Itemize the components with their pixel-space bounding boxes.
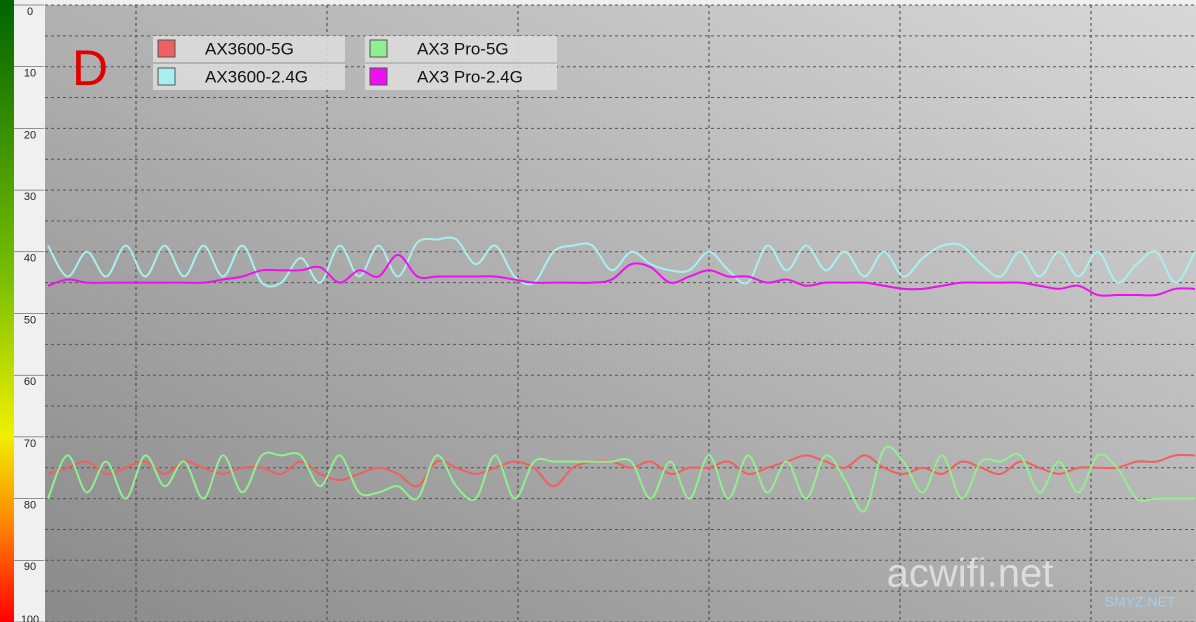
y-tick-label: 80: [24, 500, 36, 512]
legend-label: AX3600-2.4G: [205, 67, 308, 86]
series-line: [47, 453, 1196, 488]
y-tick-label: 60: [24, 376, 36, 388]
y-tick-label: 100: [21, 614, 39, 622]
y-tick-label: 0: [27, 6, 33, 18]
legend-bg: [153, 36, 345, 62]
legend-label: AX3600-5G: [205, 39, 294, 58]
legend-swatch: [369, 67, 388, 86]
legend-swatch: [369, 39, 388, 58]
y-tick-label: 30: [24, 191, 36, 203]
y-tick-label: 90: [24, 561, 36, 573]
series-line: [47, 253, 1196, 297]
legend-bg: [365, 64, 557, 90]
legend-swatch: [157, 67, 176, 86]
series-line: [47, 445, 1195, 513]
y-tick-label: 50: [24, 314, 36, 326]
legend-bg: [153, 64, 345, 90]
watermark: acwifi.net: [887, 552, 1054, 596]
annotation: D: [72, 40, 108, 96]
y-tick-label: 10: [24, 68, 36, 80]
plot-area: [45, 5, 1196, 622]
legend-label: AX3 Pro-2.4G: [417, 67, 523, 86]
y-tick-label: 40: [24, 253, 36, 265]
series-line: [47, 236, 1196, 288]
watermark: SMYZ.NET: [1105, 594, 1176, 610]
y-tick-label: 70: [24, 438, 36, 450]
legend-bg: [365, 36, 557, 62]
y-tick-label: 20: [24, 129, 36, 141]
signal-scale: [0, 0, 14, 622]
legend-label: AX3 Pro-5G: [417, 39, 509, 58]
legend-swatch: [157, 39, 176, 58]
